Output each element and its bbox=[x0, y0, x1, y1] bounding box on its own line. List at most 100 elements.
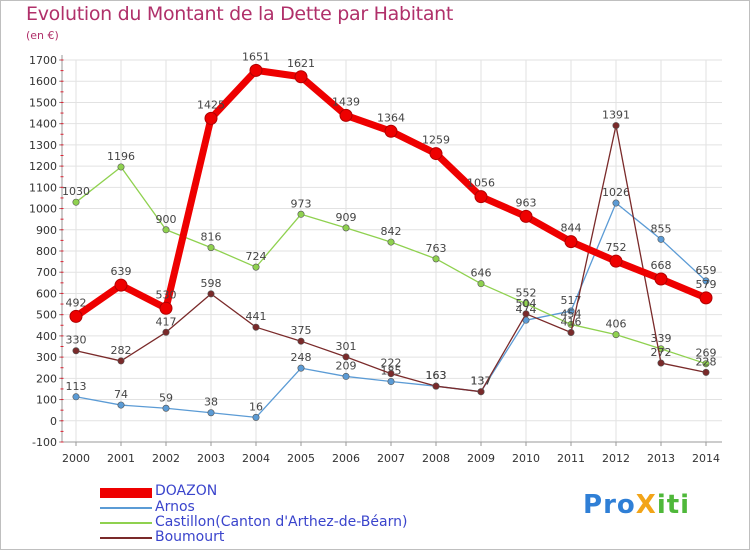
data-point bbox=[72, 393, 80, 401]
data-label: 504 bbox=[516, 297, 537, 310]
data-point bbox=[297, 337, 305, 345]
proxiti-logo: ProXiti bbox=[583, 490, 690, 520]
data-point bbox=[339, 108, 353, 122]
data-label: 1364 bbox=[377, 111, 405, 124]
data-label: 517 bbox=[561, 294, 582, 307]
x-tick-label: 2001 bbox=[107, 452, 135, 465]
data-label: 639 bbox=[111, 265, 132, 278]
data-point bbox=[612, 331, 620, 339]
data-label: 530 bbox=[156, 288, 177, 301]
logo-letter: i bbox=[680, 490, 691, 520]
data-point bbox=[387, 378, 395, 386]
data-label: 163 bbox=[426, 369, 447, 382]
x-tick-label: 2006 bbox=[332, 452, 360, 465]
data-point bbox=[612, 122, 620, 130]
data-label: 272 bbox=[651, 346, 672, 359]
chart-title: Evolution du Montant de la Dette par Hab… bbox=[26, 3, 454, 25]
data-point bbox=[612, 199, 620, 207]
x-tick-label: 2008 bbox=[422, 452, 450, 465]
data-label: 752 bbox=[606, 241, 627, 254]
data-label: 222 bbox=[381, 357, 402, 370]
legend-label-doazon: DOAZON bbox=[155, 483, 218, 499]
data-point bbox=[657, 235, 665, 243]
data-label: 1425 bbox=[197, 98, 225, 111]
legend-swatch-castillon bbox=[100, 522, 152, 524]
data-point bbox=[117, 401, 125, 409]
data-label: 59 bbox=[159, 391, 173, 404]
data-label: 137 bbox=[471, 375, 492, 388]
x-tick-label: 2007 bbox=[377, 452, 405, 465]
data-point bbox=[522, 300, 530, 308]
x-tick-label: 2003 bbox=[197, 452, 225, 465]
data-point bbox=[207, 244, 215, 252]
data-label: 659 bbox=[696, 264, 717, 277]
data-label: 137 bbox=[471, 375, 492, 388]
y-tick-label: 400 bbox=[36, 330, 57, 343]
x-tick-label: 2014 bbox=[692, 452, 720, 465]
legend-swatch-boumourt bbox=[100, 537, 152, 539]
unit-label: (en €) bbox=[26, 29, 59, 42]
data-point bbox=[297, 210, 305, 218]
data-point bbox=[702, 277, 710, 285]
data-label: 1621 bbox=[287, 57, 315, 70]
y-tick-label: 500 bbox=[36, 309, 57, 322]
legend-label-arnos: Arnos bbox=[155, 499, 195, 515]
data-point bbox=[114, 278, 128, 292]
data-point bbox=[342, 224, 350, 232]
x-tick-label: 2010 bbox=[512, 452, 540, 465]
data-label: 963 bbox=[516, 196, 537, 209]
data-point bbox=[609, 254, 623, 268]
data-point bbox=[72, 198, 80, 206]
data-point bbox=[342, 372, 350, 380]
data-label: 646 bbox=[471, 267, 492, 280]
data-point bbox=[432, 382, 440, 390]
data-label: 1026 bbox=[602, 186, 630, 199]
data-point bbox=[294, 70, 308, 84]
y-tick-label: 800 bbox=[36, 245, 57, 258]
data-point bbox=[252, 263, 260, 271]
data-label: 1196 bbox=[107, 150, 135, 163]
y-tick-label: 900 bbox=[36, 224, 57, 237]
data-label: 417 bbox=[156, 315, 177, 328]
data-label: 1651 bbox=[242, 50, 270, 63]
y-tick-label: 1000 bbox=[29, 203, 57, 216]
logo-letter: X bbox=[635, 490, 657, 520]
data-label: 248 bbox=[291, 351, 312, 364]
data-label: 900 bbox=[156, 213, 177, 226]
logo-letter: t bbox=[666, 490, 681, 520]
data-point bbox=[387, 238, 395, 246]
data-point bbox=[522, 310, 530, 318]
data-point bbox=[252, 323, 260, 331]
data-label: 330 bbox=[66, 334, 87, 347]
data-label: 552 bbox=[516, 287, 537, 300]
x-tick-label: 2000 bbox=[62, 452, 90, 465]
data-point bbox=[252, 413, 260, 421]
y-tick-label: 1200 bbox=[29, 160, 57, 173]
data-point bbox=[117, 357, 125, 365]
x-tick-label: 2011 bbox=[557, 452, 585, 465]
logo-letter: i bbox=[656, 490, 667, 520]
data-label: 1259 bbox=[422, 134, 450, 147]
legend-label-boumourt: Boumourt bbox=[155, 529, 225, 545]
data-point bbox=[699, 291, 713, 305]
data-point bbox=[297, 364, 305, 372]
data-label: 38 bbox=[204, 396, 218, 409]
data-label: 492 bbox=[66, 296, 87, 309]
data-label: 163 bbox=[426, 369, 447, 382]
data-label: 598 bbox=[201, 277, 222, 290]
data-point bbox=[159, 301, 173, 315]
data-label: 228 bbox=[696, 355, 717, 368]
x-tick-label: 2004 bbox=[242, 452, 270, 465]
y-tick-label: 1500 bbox=[29, 96, 57, 109]
data-label: 209 bbox=[336, 359, 357, 372]
y-tick-label: 1400 bbox=[29, 118, 57, 131]
legend-label-castillon: Castillon(Canton d'Arthez-de-Béarn) bbox=[155, 514, 408, 530]
data-point bbox=[657, 359, 665, 367]
y-tick-label: 0 bbox=[50, 415, 57, 428]
logo-letter: r bbox=[603, 490, 617, 520]
y-tick-label: 300 bbox=[36, 351, 57, 364]
y-tick-label: 600 bbox=[36, 287, 57, 300]
data-label: 16 bbox=[249, 400, 263, 413]
data-point bbox=[519, 209, 533, 223]
